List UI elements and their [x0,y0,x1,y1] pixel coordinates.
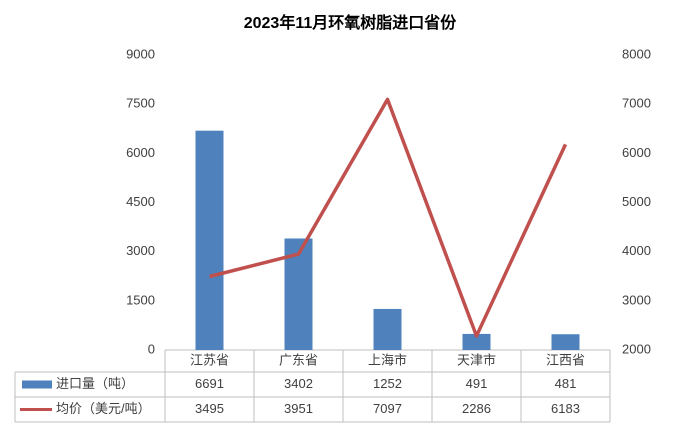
y2-tick-label: 8000 [622,46,651,61]
y-tick-label: 6000 [126,145,155,160]
y-tick-label: 3000 [126,243,155,258]
x-tick-label: 天津市 [457,352,496,367]
y2-tick-label: 6000 [622,145,651,160]
table-value: 6183 [551,401,580,416]
bar [462,333,491,350]
table-value: 7097 [373,401,402,416]
x-tick-label: 江西省 [546,352,585,367]
legend-swatch [22,380,52,389]
table-value: 3402 [284,376,313,391]
line [209,97,568,338]
bar [551,334,580,350]
bar [373,308,402,350]
x-tick-label: 江苏省 [190,352,229,367]
y-tick-label: 9000 [126,46,155,61]
legend-label: 均价（美元/吨） [56,401,151,416]
table-value: 6691 [195,376,224,391]
y2-tick-label: 3000 [622,292,651,307]
y2-tick-label: 5000 [622,194,651,209]
y-tick-label: 1500 [126,292,155,307]
table-value: 3495 [195,401,224,416]
y2-tick-label: 2000 [622,341,651,356]
x-tick-label: 上海市 [368,352,407,367]
y2-tick-label: 4000 [622,243,651,258]
y2-tick-label: 7000 [622,96,651,111]
table-value: 1252 [373,376,402,391]
y-tick-label: 0 [148,341,155,356]
bar [195,130,224,350]
table-value: 3951 [284,401,313,416]
table-value: 491 [466,376,488,391]
table-value: 481 [555,376,577,391]
legend-label: 进口量（吨） [56,376,134,391]
y-tick-label: 7500 [126,96,155,111]
y-tick-label: 4500 [126,194,155,209]
x-tick-label: 广东省 [279,352,318,367]
chart-title: 2023年11月环氧树脂进口省份 [244,13,458,32]
table-value: 2286 [462,401,491,416]
